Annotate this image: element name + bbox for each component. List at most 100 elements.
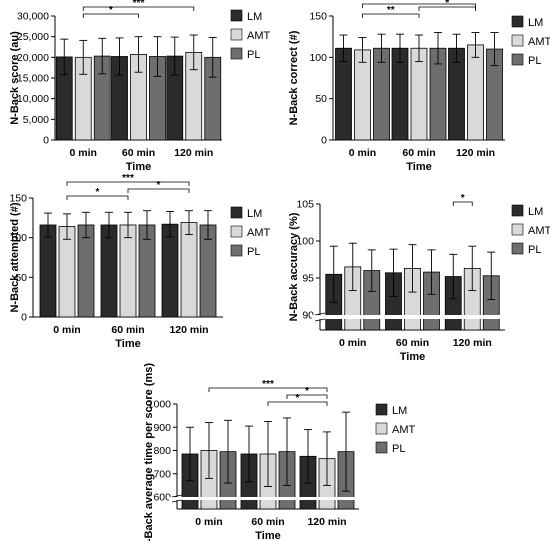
axis-break-mark xyxy=(171,499,183,503)
x-tick-label: 0 min xyxy=(195,516,222,528)
x-tick-label: 120 min xyxy=(453,337,492,349)
legend-swatch-pl xyxy=(230,244,243,257)
y-axis-label: N-Back accuracy (%) xyxy=(288,212,300,321)
significance-label: * xyxy=(296,393,300,404)
y-tick-label: 90 xyxy=(302,310,314,322)
y-tick-label: 105 xyxy=(296,199,314,211)
chart-panel-2: 0 50 100 150 N-Back correct (#) 0 min 60 min 12… xyxy=(288,0,550,173)
y-tick-label: 10,000 xyxy=(17,93,49,105)
significance-label: * xyxy=(305,386,309,397)
y-tick-label: 150 xyxy=(309,11,327,23)
legend-swatch-pl xyxy=(511,53,524,66)
significance-bracket xyxy=(82,6,195,11)
bar-amt-1 xyxy=(354,49,371,141)
y-tick-label: 95 xyxy=(302,273,314,285)
x-tick-label: 60 min xyxy=(251,516,284,528)
x-axis-label: Time xyxy=(255,530,280,541)
x-tick-label: 0 min xyxy=(339,337,366,349)
legend-label-lm: LM xyxy=(528,206,543,218)
legend-swatch-pl xyxy=(375,441,388,454)
legend-swatch-amt xyxy=(375,422,388,435)
legend-label-pl: PL xyxy=(528,55,541,67)
significance-bracket xyxy=(82,13,139,18)
legend-swatch-amt xyxy=(230,28,243,41)
legend-swatch-lm xyxy=(511,204,524,217)
legend-label-lm: LM xyxy=(528,17,543,29)
legend-swatch-amt xyxy=(511,34,524,47)
significance-bracket xyxy=(208,387,328,392)
legend-swatch-amt xyxy=(230,225,243,238)
significance-bracket xyxy=(286,394,328,399)
y-tick-label: 900 xyxy=(153,422,171,434)
x-axis-label: Time xyxy=(126,161,151,173)
x-tick-label: 60 min xyxy=(402,147,435,159)
axis-break-mark xyxy=(171,494,183,498)
significance-bracket xyxy=(362,13,420,18)
bar-lm-3 xyxy=(161,223,179,318)
legend-label-lm: LM xyxy=(247,11,262,23)
x-tick-label: 0 min xyxy=(349,147,376,159)
significance-bracket xyxy=(66,195,129,200)
significance-label: * xyxy=(461,193,465,204)
y-tick-label: 100 xyxy=(309,52,327,64)
bar-lm-1 xyxy=(39,224,57,318)
significance-label: *** xyxy=(122,173,134,184)
y-tick-label: 0 xyxy=(43,135,49,147)
legend-label-pl: PL xyxy=(392,443,405,455)
significance-bracket xyxy=(267,401,328,406)
axis-break-mark xyxy=(314,312,326,316)
significance-label: *** xyxy=(413,0,425,6)
y-tick-label: 0 xyxy=(21,312,27,324)
x-tick-label: 120 min xyxy=(174,147,213,159)
significance-label: * xyxy=(445,0,449,9)
axis-break-mark xyxy=(314,318,326,322)
legend-label-pl: PL xyxy=(247,246,260,258)
legend-label-amt: AMT xyxy=(392,424,416,436)
y-tick-label: 5,000 xyxy=(23,114,49,126)
legend-label-pl: PL xyxy=(528,244,541,256)
significance-label: *** xyxy=(133,0,145,9)
legend-swatch-lm xyxy=(511,15,524,28)
legend-swatch-lm xyxy=(230,9,243,22)
y-tick-label: 100 xyxy=(9,232,27,244)
bar-amt-2 xyxy=(119,224,137,318)
significance-bracket xyxy=(418,6,476,11)
legend-swatch-lm xyxy=(375,403,388,416)
bar-lm-1 xyxy=(335,47,352,141)
y-tick-label: 100 xyxy=(296,236,314,248)
y-axis-label: N-Back average time per score (ms) xyxy=(143,363,155,541)
legend-label-lm: LM xyxy=(392,405,407,417)
legend-label-amt: AMT xyxy=(528,36,550,48)
legend-label-lm: LM xyxy=(247,208,262,220)
significance-label: *** xyxy=(262,379,274,390)
axis-break xyxy=(169,497,361,500)
y-tick-label: 50 xyxy=(15,272,27,284)
legend-label-amt: AMT xyxy=(247,30,271,42)
bar-pl-1 xyxy=(77,224,95,318)
y-tick-label: 20,000 xyxy=(17,52,49,64)
bar-amt-3 xyxy=(180,222,198,318)
significance-label: * xyxy=(157,180,161,191)
significance-bracket xyxy=(452,201,473,206)
significance-label: ** xyxy=(387,5,395,16)
significance-bracket xyxy=(66,181,190,186)
y-tick-label: 700 xyxy=(153,468,171,480)
x-tick-label: 120 min xyxy=(169,324,208,336)
x-tick-label: 60 min xyxy=(122,147,155,159)
legend-label-amt: AMT xyxy=(247,227,271,239)
significance-label: * xyxy=(96,187,100,198)
y-tick-label: 800 xyxy=(153,445,171,457)
bar-amt-1 xyxy=(58,226,76,318)
legend-swatch-pl xyxy=(511,242,524,255)
x-axis-label: Time xyxy=(115,338,140,350)
y-tick-label: 1000 xyxy=(148,399,172,411)
significance-label: * xyxy=(109,5,113,16)
axis-break xyxy=(312,315,507,319)
y-tick-label: 25,000 xyxy=(17,31,49,43)
legend-swatch-pl xyxy=(230,47,243,60)
x-tick-label: 0 min xyxy=(70,147,97,159)
y-tick-label: 600 xyxy=(153,492,171,504)
